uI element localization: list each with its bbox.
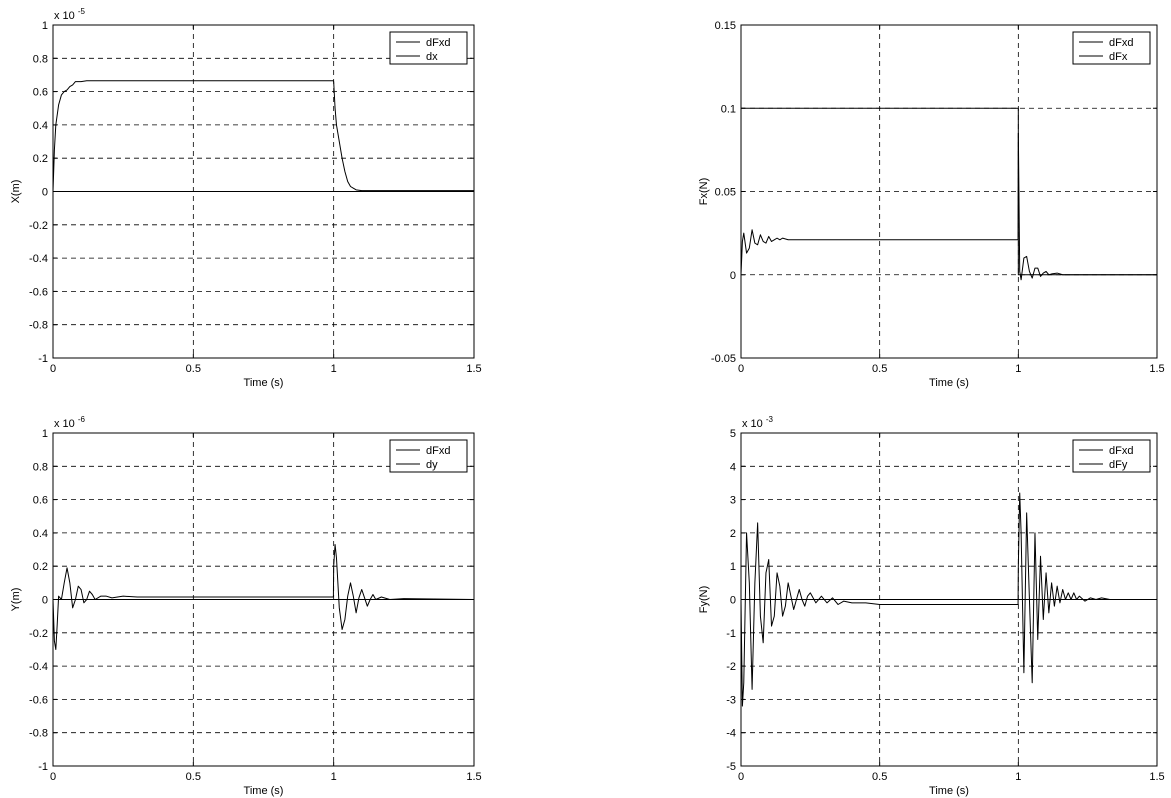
x-tick-label: 0: [50, 363, 56, 375]
legend-box: [389, 31, 468, 65]
y-tick-label: -0.6: [29, 694, 48, 706]
y-tick-label: 0.4: [33, 528, 48, 540]
legend: dFxd dy: [389, 439, 468, 473]
y-tick-label: -4: [726, 728, 736, 740]
x-tick-label: 1: [331, 363, 337, 375]
x-tick-label: 1.5: [466, 771, 481, 783]
axis-multiplier: x 10 -6: [54, 415, 86, 430]
y-tick-label: 0: [730, 595, 736, 607]
y-tick-label: -2: [726, 661, 736, 673]
chart-1: 0 0.5 1 1.5 -1 -0.8 -0.6 -0.4 -0.2 0 0.2 0.4 0.6 0.8 1…: [10, 7, 482, 389]
y-tick-label: -0.6: [29, 286, 48, 298]
axis-multiplier-exponent: -6: [78, 415, 86, 424]
series-line-dy: [52, 544, 475, 650]
axis-multiplier: x 10 -3: [742, 415, 774, 430]
series-line-dFx: [740, 132, 1157, 281]
x-tick-label: 1.5: [1149, 363, 1164, 375]
y-tick-label: -0.05: [711, 353, 736, 365]
y-tick-label: 3: [730, 495, 736, 507]
y-tick-label: -0.4: [29, 661, 48, 673]
y-tick-label: -0.2: [29, 220, 48, 232]
y-tick-label: 0.6: [33, 495, 48, 507]
y-tick-label: 0: [730, 270, 736, 282]
y-tick-label: -3: [726, 694, 736, 706]
legend-label: dy: [426, 459, 438, 471]
x-tick-label: 1: [331, 771, 337, 783]
legend-label: dFxd: [426, 37, 450, 49]
legend-label: dFy: [1109, 459, 1128, 471]
series-line-dFy: [740, 492, 1157, 707]
y-tick-label: 0.2: [33, 153, 48, 165]
legend-box: [1072, 439, 1151, 473]
x-tick-label: 0.5: [186, 771, 201, 783]
x-tick-label: 1: [1015, 363, 1021, 375]
y-tick-label: -5: [726, 761, 736, 773]
y-tick-label: 0.8: [33, 461, 48, 473]
y-tick-label: -0.4: [29, 253, 48, 265]
legend: dFxd dFy: [1072, 439, 1151, 473]
legend-label: dx: [426, 51, 438, 63]
y-axis-label: X(m): [10, 180, 22, 204]
x-axis-label: Time (s): [929, 377, 969, 389]
legend-label: dFxd: [1109, 37, 1133, 49]
x-tick-label: 0.5: [872, 363, 887, 375]
x-tick-label: 0.5: [186, 363, 201, 375]
y-tick-label: 2: [730, 528, 736, 540]
x-axis-label: Time (s): [929, 785, 969, 797]
y-axis-label: Y(m): [10, 588, 22, 612]
chart-3: 0 0.5 1 1.5 -1 -0.8 -0.6 -0.4 -0.2 0 0.2 0.4 0.6 0.8 1…: [10, 415, 482, 797]
y-tick-label: -0.8: [29, 320, 48, 332]
x-tick-label: 0.5: [872, 771, 887, 783]
y-axis-label: Fy(N): [698, 586, 710, 614]
y-tick-label: -0.8: [29, 728, 48, 740]
y-tick-label: 0.2: [33, 561, 48, 573]
legend-box: [389, 439, 468, 473]
legend: dFxd dx: [389, 31, 468, 65]
y-tick-label: 5: [730, 428, 736, 440]
y-tick-label: 0.05: [715, 187, 736, 199]
y-tick-label: 0: [42, 595, 48, 607]
y-tick-label: 0: [42, 187, 48, 199]
chart-4: 0 0.5 1 1.5 -5 -4 -3 -2 -1 0 1 2 3 4 5 Time (s) Fy(N) x 1…: [698, 415, 1165, 797]
y-tick-label: 0.1: [721, 103, 736, 115]
y-tick-label: 0.8: [33, 53, 48, 65]
y-tick-label: 0.6: [33, 87, 48, 99]
x-tick-label: 1.5: [466, 363, 481, 375]
y-tick-label: 1: [730, 561, 736, 573]
x-tick-label: 0: [50, 771, 56, 783]
y-tick-label: 4: [730, 461, 736, 473]
x-tick-label: 0: [738, 363, 744, 375]
axis-multiplier: x 10 -5: [54, 7, 86, 22]
y-axis-label: Fx(N): [698, 178, 710, 206]
legend-box: [1072, 31, 1151, 65]
x-tick-label: 0: [738, 771, 744, 783]
x-axis-label: Time (s): [244, 785, 284, 797]
legend-label: dFxd: [426, 445, 450, 457]
y-tick-label: 0.4: [33, 120, 48, 132]
y-tick-label: -1: [726, 628, 736, 640]
legend-label: dFxd: [1109, 445, 1133, 457]
x-axis-label: Time (s): [244, 377, 284, 389]
y-tick-label: -1: [38, 761, 48, 773]
y-tick-label: -0.2: [29, 628, 48, 640]
axis-multiplier-exponent: -3: [766, 415, 774, 424]
x-tick-label: 1.5: [1149, 771, 1164, 783]
y-tick-label: -1: [38, 353, 48, 365]
series-line-dx: [52, 80, 474, 192]
y-tick-label: 1: [42, 20, 48, 32]
legend: dFxd dFx: [1072, 31, 1151, 65]
y-tick-label: 0.15: [715, 20, 736, 32]
y-tick-label: 1: [42, 428, 48, 440]
legend-label: dFx: [1109, 51, 1128, 63]
x-tick-label: 1: [1015, 771, 1021, 783]
axis-multiplier-exponent: -5: [78, 7, 86, 16]
